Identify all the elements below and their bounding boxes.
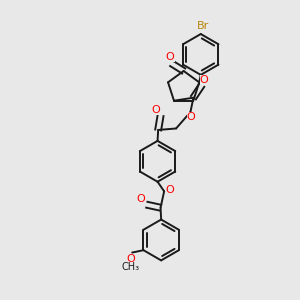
Text: N: N xyxy=(200,75,209,85)
Text: O: O xyxy=(166,52,175,62)
Text: O: O xyxy=(152,105,160,115)
Text: O: O xyxy=(187,112,195,122)
Text: Br: Br xyxy=(197,21,209,31)
Text: O: O xyxy=(200,75,208,85)
Text: O: O xyxy=(126,254,135,263)
Text: O: O xyxy=(136,194,145,204)
Text: O: O xyxy=(166,185,175,195)
Text: CH₃: CH₃ xyxy=(122,262,140,272)
